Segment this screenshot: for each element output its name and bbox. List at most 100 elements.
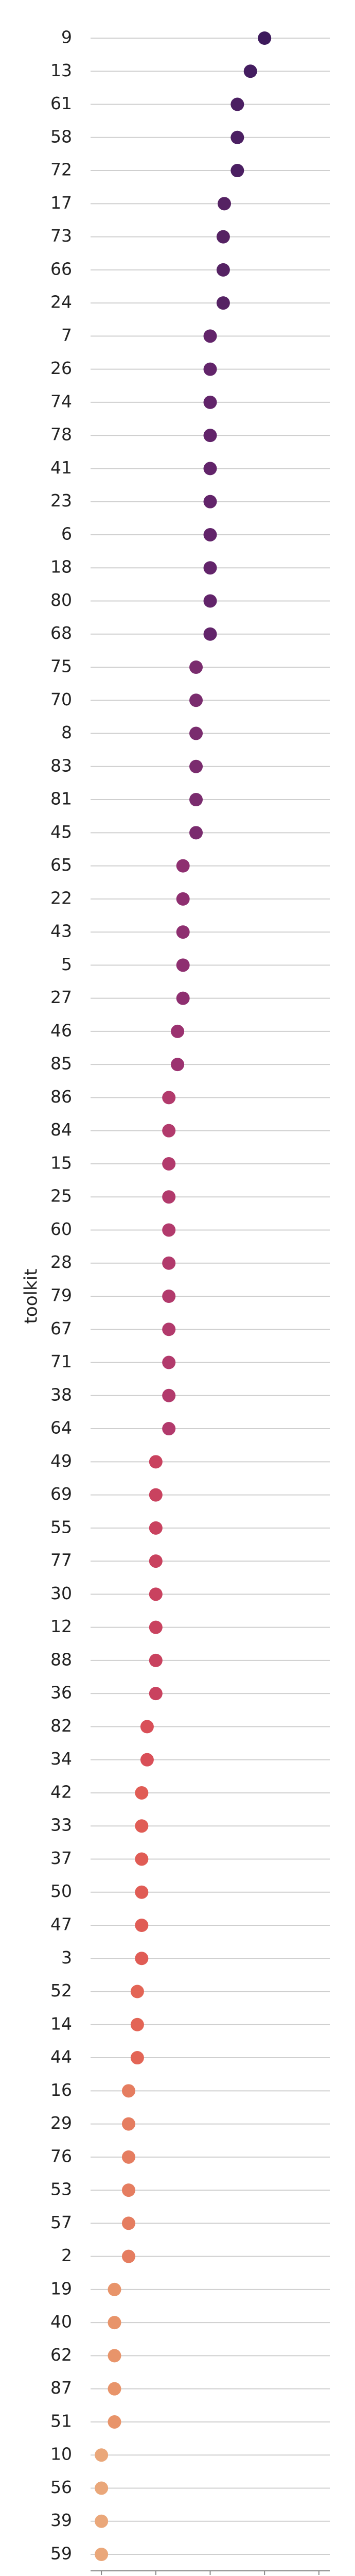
y-tick-label: 47 <box>50 1914 72 1935</box>
dot <box>230 164 244 178</box>
dot <box>171 1024 185 1038</box>
y-tick-label: 5 <box>61 954 72 974</box>
dot <box>189 660 203 674</box>
y-axis-label: toolkit <box>21 1269 42 1324</box>
dot <box>130 1985 144 1998</box>
y-tick-label: 18 <box>50 557 72 577</box>
y-tick-label: 58 <box>50 126 72 146</box>
y-tick-label: 68 <box>50 623 72 643</box>
y-tick-label: 49 <box>50 1451 72 1471</box>
y-tick-label: 24 <box>50 292 72 312</box>
dot <box>95 2448 109 2462</box>
dot <box>162 1223 176 1237</box>
y-tick-label: 73 <box>50 226 72 246</box>
dot <box>230 130 244 144</box>
dot <box>140 1753 154 1767</box>
dot <box>121 2084 135 2098</box>
y-tick-label: 9 <box>61 27 72 47</box>
dot <box>176 991 190 1005</box>
y-tick-label: 87 <box>50 2378 72 2398</box>
dot <box>130 2018 144 2031</box>
y-tick-label: 12 <box>50 1616 72 1636</box>
y-tick-label: 6 <box>61 523 72 544</box>
dot <box>95 2481 109 2495</box>
dot <box>162 1355 176 1369</box>
dot <box>203 495 217 509</box>
y-tick-label: 45 <box>50 822 72 842</box>
dot <box>121 2117 135 2131</box>
y-tick-label: 46 <box>50 1020 72 1040</box>
dot <box>108 2282 121 2296</box>
dot <box>216 230 230 244</box>
dot <box>176 958 190 972</box>
dot <box>140 1720 154 1734</box>
y-tick-label: 28 <box>50 1252 72 1272</box>
dot <box>149 1653 163 1667</box>
dot <box>149 1620 163 1634</box>
dot <box>189 726 203 740</box>
y-tick-label: 82 <box>50 1716 72 1736</box>
dot <box>130 2051 144 2065</box>
y-tick-label: 43 <box>50 921 72 941</box>
dot <box>176 892 190 906</box>
dot <box>203 429 217 443</box>
dot <box>216 263 230 277</box>
y-tick-label: 41 <box>50 457 72 478</box>
dot <box>189 759 203 773</box>
dot <box>135 1919 149 1932</box>
y-tick-label: 7 <box>61 325 72 345</box>
y-tick-label: 17 <box>50 193 72 213</box>
dot <box>217 197 231 211</box>
y-tick-label: 56 <box>50 2477 72 2497</box>
dot <box>162 1157 176 1171</box>
dot <box>189 826 203 840</box>
y-tick-label: 71 <box>50 1351 72 1371</box>
y-tick-label: 84 <box>50 1120 72 1140</box>
y-tick-label: 79 <box>50 1285 72 1306</box>
dot <box>135 1952 149 1965</box>
dot <box>95 2548 109 2561</box>
y-tick-label: 36 <box>50 1683 72 1703</box>
dot <box>121 2183 135 2197</box>
dot <box>135 1885 149 1899</box>
y-tick-label: 52 <box>50 1980 72 2001</box>
dot <box>203 462 217 476</box>
y-tick-label: 77 <box>50 1550 72 1570</box>
dot <box>162 1422 176 1436</box>
dot <box>189 693 203 707</box>
y-tick-label: 74 <box>50 391 72 411</box>
dot <box>203 594 217 608</box>
y-tick-label: 66 <box>50 259 72 279</box>
y-tick-label: 14 <box>50 2013 72 2033</box>
dot <box>176 925 190 939</box>
dot <box>135 1786 149 1800</box>
y-tick-label: 55 <box>50 1517 72 1537</box>
dot <box>162 1091 176 1105</box>
y-tick-label: 67 <box>50 1318 72 1338</box>
y-tick-label: 72 <box>50 160 72 180</box>
y-tick-label: 57 <box>50 2212 72 2232</box>
dot <box>121 2249 135 2263</box>
dot <box>135 1852 149 1866</box>
y-tick-label: 59 <box>50 2544 72 2564</box>
y-tick-label: 16 <box>50 2080 72 2100</box>
y-tick-label: 22 <box>50 888 72 908</box>
y-tick-label: 69 <box>50 1484 72 1504</box>
y-tick-label: 44 <box>50 2047 72 2067</box>
y-tick-label: 62 <box>50 2345 72 2365</box>
dot <box>135 1819 149 1833</box>
y-tick-label: 39 <box>50 2510 72 2530</box>
y-tick-label: 19 <box>50 2278 72 2298</box>
dot <box>203 329 217 343</box>
y-tick-label: 38 <box>50 1384 72 1404</box>
dot <box>171 1058 185 1072</box>
dot <box>162 1388 176 1402</box>
dot <box>230 97 244 111</box>
y-tick-label: 85 <box>50 1054 72 1074</box>
y-tick-label: 51 <box>50 2411 72 2431</box>
y-tick-label: 53 <box>50 2179 72 2199</box>
dot <box>203 528 217 541</box>
y-tick-label: 3 <box>61 1947 72 1968</box>
y-tick-label: 86 <box>50 1087 72 1107</box>
dot <box>149 1554 163 1568</box>
